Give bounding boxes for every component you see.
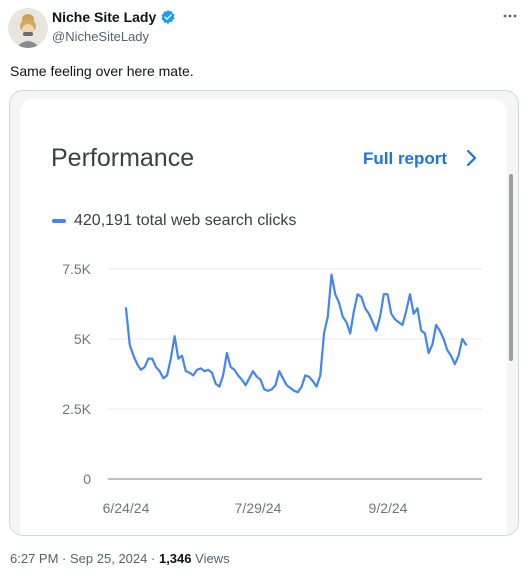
- full-report-link[interactable]: Full report: [363, 149, 448, 168]
- author-handle[interactable]: @NicheSiteLady: [52, 29, 150, 44]
- legend-swatch: [52, 219, 66, 223]
- x-tick-label: 9/2/24: [369, 500, 408, 516]
- verified-badge-icon: [160, 9, 176, 25]
- author-row: Niche Site Lady: [52, 9, 176, 25]
- y-tick-label: 5K: [74, 331, 92, 347]
- separator: ·: [62, 551, 67, 566]
- performance-card: Performance Full report 420,191 total we…: [20, 99, 513, 535]
- y-tick-label: 2.5K: [62, 401, 91, 417]
- y-tick-label: 7.5K: [62, 261, 91, 277]
- series-line: [124, 273, 468, 394]
- chart-legend: 420,191 total web search clicks: [52, 212, 296, 230]
- tweet-footer: 6:27 PM · Sep 25, 2024 · 1,346 Views: [10, 551, 230, 566]
- clicks-line-chart: 0 2.5K 5K 7.5K 6/24/24 7/29/24 9/2/24: [62, 261, 482, 516]
- avatar-image: [8, 8, 48, 48]
- views-label: Views: [195, 551, 230, 566]
- scrollbar[interactable]: [509, 174, 513, 361]
- more-horizontal-icon[interactable]: [502, 8, 518, 29]
- tweet-text: Same feeling over here mate.: [10, 63, 194, 79]
- avatar[interactable]: [8, 8, 48, 48]
- x-tick-label: 6/24/24: [103, 500, 150, 516]
- x-tick-label: 7/29/24: [235, 500, 282, 516]
- y-tick-label: 0: [83, 471, 91, 487]
- tweet-time[interactable]: 6:27 PM: [10, 551, 59, 566]
- legend-label: 420,191 total web search clicks: [74, 212, 297, 229]
- author-name[interactable]: Niche Site Lady: [52, 9, 157, 25]
- chevron-right-icon[interactable]: [465, 148, 479, 174]
- tweet-media[interactable]: Performance Full report 420,191 total we…: [9, 90, 519, 536]
- card-title: Performance: [51, 144, 195, 172]
- separator: ·: [151, 551, 156, 566]
- views-count: 1,346: [158, 551, 192, 566]
- tweet-date[interactable]: Sep 25, 2024: [70, 551, 148, 566]
